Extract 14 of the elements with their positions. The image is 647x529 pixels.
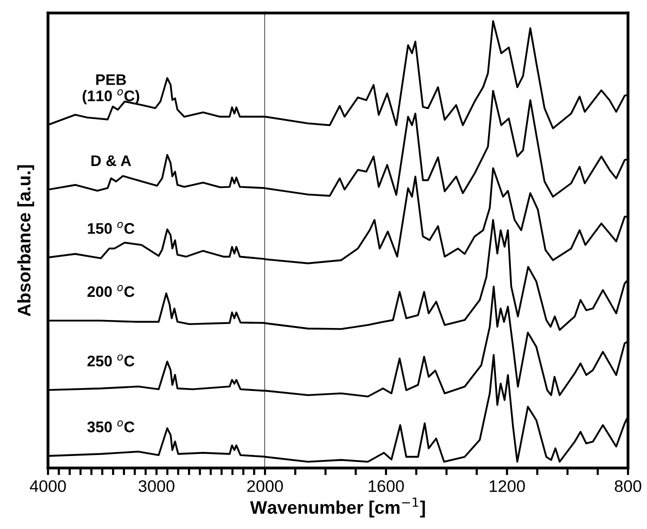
x-tick-label: 4000 <box>30 480 66 492</box>
series-label: 200 $^{o}$C <box>87 285 134 298</box>
x-tick-label: 3000 <box>138 480 174 492</box>
series-label: 150 $^{o}$C <box>88 222 134 234</box>
y-axis-title: Absorbance [a.u.] <box>17 165 34 316</box>
x-tick-label: 2000 <box>247 480 283 492</box>
series-label: PEB (110 $^{o}$C) <box>82 74 140 104</box>
x-axis-title: Wavenumber [cm$^{−1}$] <box>250 498 425 518</box>
series-label: D & A <box>91 155 132 166</box>
x-tick-label: 800 <box>614 480 642 492</box>
x-tick-label: 1600 <box>368 480 404 492</box>
series-label: 250 $^{o}$C <box>87 354 134 366</box>
series-label: 350 $^{o}$C <box>87 420 134 432</box>
x-tick-label: 1200 <box>490 480 525 492</box>
